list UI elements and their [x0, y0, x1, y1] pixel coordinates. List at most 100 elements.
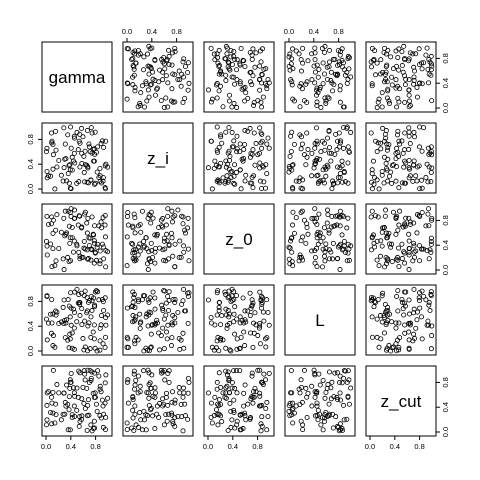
data-point — [406, 58, 412, 64]
data-point — [258, 140, 264, 146]
data-point — [228, 424, 234, 430]
data-point — [61, 390, 67, 396]
data-point — [148, 407, 154, 413]
y-tick-label: 0.0 — [441, 103, 450, 113]
data-point — [141, 417, 147, 423]
data-point — [319, 138, 325, 144]
data-point — [76, 368, 82, 374]
data-point — [68, 379, 74, 385]
data-point — [176, 254, 182, 260]
data-point — [368, 247, 374, 253]
data-point — [339, 158, 345, 164]
data-point — [425, 318, 431, 324]
data-point — [325, 135, 331, 141]
data-point — [372, 175, 378, 181]
data-point — [66, 345, 72, 351]
data-point — [208, 400, 214, 406]
data-point — [130, 397, 136, 403]
data-point — [86, 144, 92, 150]
data-point — [318, 149, 324, 155]
data-point — [247, 49, 253, 55]
data-point — [175, 207, 181, 213]
data-point — [240, 295, 246, 301]
data-point — [426, 164, 432, 170]
data-point — [166, 298, 172, 304]
data-point — [98, 141, 104, 147]
data-point — [312, 80, 318, 86]
data-point — [85, 215, 91, 221]
data-point — [346, 246, 352, 252]
data-point — [334, 164, 340, 170]
y-axis-left-L: 0.00.40.8 — [26, 296, 43, 356]
data-point — [97, 258, 103, 264]
data-point — [81, 400, 87, 406]
data-point — [76, 423, 82, 429]
data-point — [216, 308, 222, 314]
data-point — [371, 181, 377, 187]
data-point — [375, 297, 381, 303]
data-point — [216, 370, 222, 376]
data-point — [259, 186, 265, 192]
data-point — [298, 254, 304, 260]
data-point — [52, 263, 58, 269]
data-point — [266, 145, 272, 151]
data-point — [162, 66, 168, 72]
data-point — [130, 56, 136, 62]
data-point — [332, 151, 338, 157]
data-point — [428, 346, 434, 352]
data-point — [130, 303, 136, 309]
data-point — [208, 315, 214, 321]
data-point — [65, 254, 71, 260]
data-point — [158, 367, 164, 373]
data-point — [82, 344, 88, 350]
data-point — [374, 60, 380, 66]
data-point — [44, 213, 50, 219]
data-point — [374, 177, 380, 183]
data-point — [377, 313, 383, 319]
panel-z_i-vs-z_0 — [203, 122, 275, 194]
data-point — [337, 421, 343, 427]
data-point — [320, 177, 326, 183]
y-tick-label: 0.4 — [441, 78, 450, 88]
data-point — [131, 371, 137, 377]
variable-label-z_i: z_i — [147, 149, 169, 168]
data-point — [402, 303, 408, 309]
data-point — [177, 77, 183, 83]
data-point — [93, 288, 99, 294]
data-point — [137, 100, 143, 106]
data-point — [141, 348, 147, 354]
data-point — [370, 158, 376, 164]
data-point — [266, 322, 272, 328]
data-point — [341, 145, 347, 151]
data-point — [61, 165, 67, 171]
data-point — [293, 178, 299, 184]
data-point — [429, 98, 435, 104]
data-point — [314, 103, 320, 109]
data-point — [258, 428, 264, 434]
data-point — [399, 256, 405, 262]
data-point — [322, 412, 328, 418]
data-point — [250, 400, 256, 406]
data-point — [231, 397, 237, 403]
data-point — [185, 225, 191, 231]
data-point — [242, 343, 248, 349]
panel-L-vs-gamma — [41, 284, 113, 356]
data-point — [345, 53, 351, 59]
data-point — [234, 57, 240, 63]
data-point — [45, 320, 51, 326]
data-point — [406, 146, 412, 152]
data-point — [263, 336, 269, 342]
data-point — [414, 309, 420, 315]
data-point — [259, 299, 265, 305]
data-point — [148, 345, 154, 351]
data-point — [237, 81, 243, 87]
data-point — [164, 418, 170, 424]
data-point — [65, 297, 71, 303]
data-point — [130, 241, 136, 247]
data-point — [214, 95, 220, 101]
data-point — [245, 95, 251, 101]
data-point — [242, 178, 248, 184]
data-point — [369, 171, 375, 177]
data-point — [402, 56, 408, 62]
data-point — [396, 245, 402, 251]
